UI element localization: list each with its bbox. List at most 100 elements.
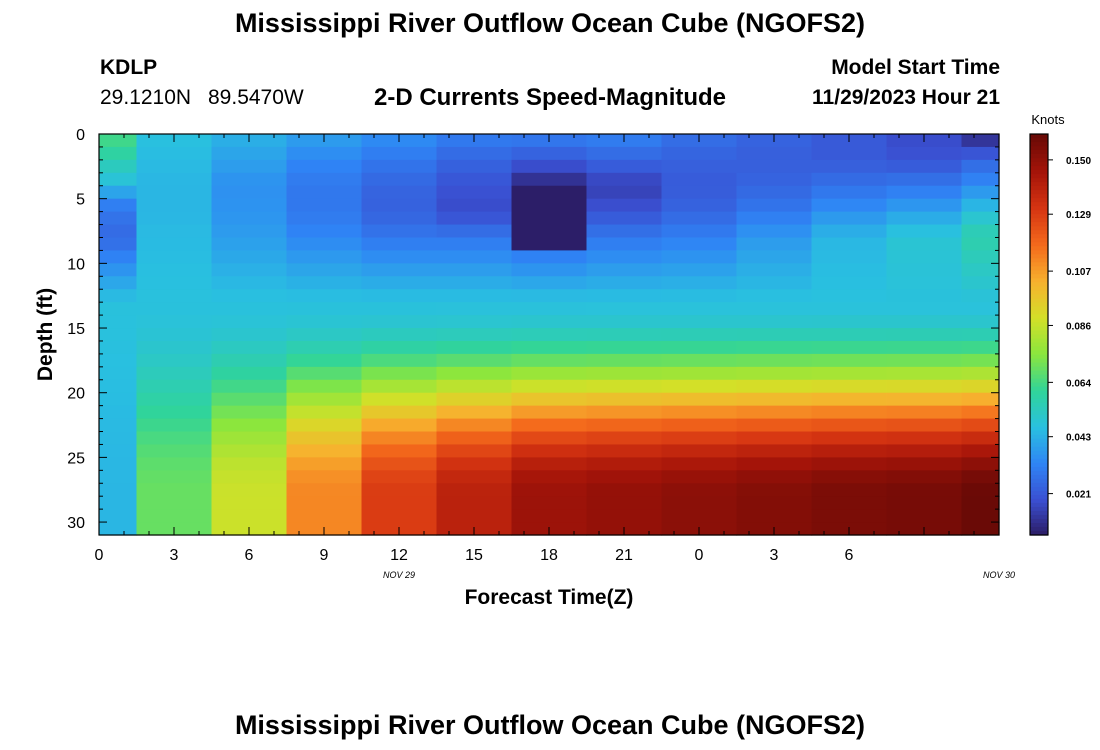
heatmap-cell <box>361 159 438 174</box>
heatmap-cell <box>361 483 438 497</box>
colorbar-segment <box>1030 310 1048 316</box>
heatmap-cell <box>99 418 138 433</box>
heatmap-cell <box>811 392 888 407</box>
heatmap-cell <box>736 315 813 329</box>
heatmap-cell <box>511 211 588 226</box>
heatmap-cell <box>99 392 138 407</box>
heatmap-cell <box>136 302 213 316</box>
heatmap-cell <box>211 483 288 497</box>
heatmap-cell <box>211 328 288 342</box>
heatmap-cell <box>811 211 888 226</box>
colorbar-segment <box>1030 334 1048 340</box>
colorbar-segment <box>1030 366 1048 372</box>
colorbar-segment <box>1030 254 1048 259</box>
heatmap-cell <box>736 211 813 226</box>
colorbar-segment <box>1030 322 1048 328</box>
heatmap-cell <box>211 198 288 213</box>
heatmap-cell <box>961 418 1000 433</box>
colorbar-segment <box>1030 474 1048 480</box>
heatmap-cell <box>511 470 588 484</box>
colorbar-tick-label: 0.086 <box>1066 321 1091 332</box>
colorbar-segment <box>1030 418 1048 424</box>
colorbar-segment <box>1030 426 1048 432</box>
colorbar-segment <box>1030 354 1048 360</box>
heatmap-cell <box>811 353 888 368</box>
heatmap-cell <box>361 496 438 510</box>
colorbar-tick-label: 0.043 <box>1066 433 1091 444</box>
heatmap-cell <box>736 392 813 407</box>
heatmap-cell <box>211 392 288 407</box>
heatmap-cell <box>736 444 813 458</box>
heatmap-cell <box>961 444 1000 458</box>
heatmap-cell <box>211 457 288 471</box>
heatmap-cell <box>136 159 213 174</box>
heatmap-cell <box>211 185 288 200</box>
heatmap-cell <box>961 198 1000 213</box>
heatmap-cell <box>211 353 288 368</box>
heatmap-cell <box>961 263 1000 277</box>
heatmap-cell <box>136 405 213 420</box>
heatmap-cell <box>736 276 813 290</box>
heatmap-cell <box>586 366 663 381</box>
colorbar-segment <box>1030 158 1048 163</box>
colorbar-segment <box>1030 382 1048 388</box>
heatmap-cell <box>586 418 663 433</box>
heatmap-cell <box>811 198 888 213</box>
heatmap-cell <box>811 444 888 458</box>
heatmap-cell <box>286 159 363 174</box>
colorbar-segment <box>1030 294 1048 300</box>
heatmap-cell <box>361 224 438 239</box>
colorbar-segment <box>1030 482 1048 488</box>
colorbar-segment <box>1030 410 1048 416</box>
heatmap-cell <box>361 509 438 523</box>
heatmap-cell <box>661 237 738 252</box>
colorbar-segment <box>1030 442 1048 448</box>
heatmap-cell <box>211 444 288 458</box>
heatmap-cell <box>99 405 138 420</box>
heatmap-cell <box>436 470 513 484</box>
y-tick-label: 15 <box>67 321 85 338</box>
colorbar-segment <box>1030 518 1048 524</box>
heatmap-cell <box>511 444 588 458</box>
heatmap-cell <box>661 328 738 342</box>
heatmap-cell <box>436 340 513 355</box>
heatmap-cell <box>886 470 963 484</box>
heatmap-cell <box>361 146 438 161</box>
station-lon: 89.5470W <box>208 86 304 109</box>
colorbar-segment <box>1030 290 1048 295</box>
colorbar-segment <box>1030 498 1048 504</box>
heatmap-cell <box>736 198 813 213</box>
heatmap-cell <box>586 237 663 252</box>
heatmap-cell <box>511 392 588 407</box>
heatmap-cell <box>99 353 138 368</box>
heatmap-cell <box>736 483 813 497</box>
heatmap-cell <box>99 444 138 458</box>
model-start-label: Model Start Time <box>831 56 1000 79</box>
heatmap-cell <box>136 328 213 342</box>
x-tick-label: 0 <box>95 547 104 564</box>
heatmap-cell <box>436 276 513 290</box>
heatmap-cell <box>886 185 963 200</box>
heatmap-cell <box>99 315 138 329</box>
colorbar-segment <box>1030 278 1048 283</box>
heatmap-cell <box>586 185 663 200</box>
heatmap-cell <box>511 289 588 303</box>
heatmap-cell <box>961 496 1000 510</box>
colorbar-segment <box>1030 222 1048 227</box>
heatmap-cell <box>99 328 138 342</box>
heatmap-cell <box>136 211 213 226</box>
heatmap-cell <box>961 159 1000 174</box>
colorbar-segment <box>1030 286 1048 291</box>
heatmap-cell <box>886 289 963 303</box>
colorbar-segment <box>1030 266 1048 271</box>
y-tick-label: 10 <box>67 256 85 273</box>
heatmap-cell <box>361 353 438 368</box>
heatmap-cell <box>511 237 588 252</box>
heatmap-cell <box>211 379 288 394</box>
colorbar-segment <box>1030 470 1048 476</box>
heatmap-cell <box>511 276 588 290</box>
heatmap-cell <box>361 276 438 290</box>
heatmap-cell <box>661 366 738 381</box>
heatmap-cell <box>886 250 963 264</box>
heatmap-cell <box>586 289 663 303</box>
